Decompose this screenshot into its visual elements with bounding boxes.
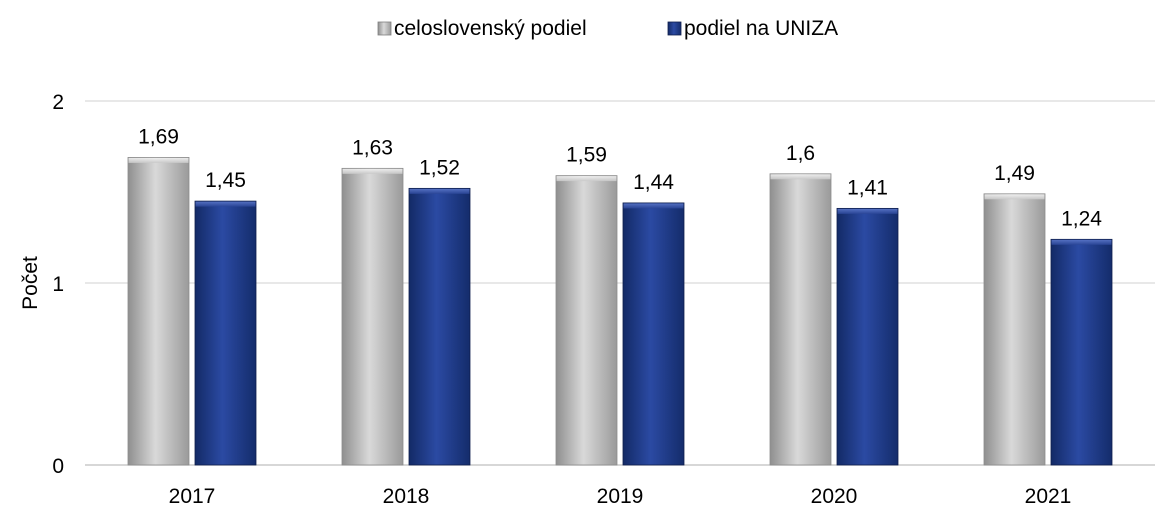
bar-bevel bbox=[623, 203, 684, 209]
bar-uniza-2019 bbox=[622, 202, 685, 466]
bar-bevel bbox=[128, 157, 189, 163]
bar-uniza-2017 bbox=[194, 200, 257, 466]
data-label: 1,6 bbox=[786, 142, 815, 165]
y-axis-title: Počet bbox=[19, 256, 42, 310]
bars-group bbox=[127, 157, 1113, 466]
x-tick-label: 2017 bbox=[169, 485, 216, 506]
x-axis: 2017 2018 2019 2020 2021 bbox=[169, 485, 1072, 508]
bar-bevel bbox=[342, 168, 403, 174]
bar-body bbox=[408, 187, 471, 466]
data-label: 1,63 bbox=[352, 136, 393, 159]
data-label: 1,52 bbox=[419, 156, 460, 179]
bar-body bbox=[1050, 238, 1113, 466]
data-label: 1,59 bbox=[566, 144, 607, 167]
data-label: 1,69 bbox=[138, 125, 179, 148]
legend-swatch-celoslovensky bbox=[377, 21, 392, 36]
legend-label-celoslovensky: celoslovenský podiel bbox=[394, 17, 587, 40]
data-labels: 1,69 1,45 1,63 1,52 1,59 1,44 1,6 1,41 1,49 1,24 bbox=[138, 125, 1102, 230]
bar-body bbox=[127, 157, 190, 466]
bar-bevel bbox=[1051, 239, 1112, 245]
bar-bevel bbox=[409, 188, 470, 194]
bar-body bbox=[341, 167, 404, 466]
legend: celoslovenský podiel podiel na UNIZA bbox=[377, 17, 838, 40]
data-label: 1,49 bbox=[994, 162, 1035, 185]
x-tick-label: 2021 bbox=[1025, 485, 1072, 506]
bar-bevel bbox=[770, 174, 831, 180]
bar-bevel bbox=[556, 176, 617, 182]
bar-body bbox=[836, 207, 899, 466]
bar-body bbox=[622, 202, 685, 466]
y-tick-label: 0 bbox=[52, 455, 64, 478]
data-label: 1,45 bbox=[205, 169, 246, 192]
bar-bevel bbox=[837, 208, 898, 214]
data-label: 1,44 bbox=[633, 171, 674, 194]
bar-uniza-2020 bbox=[836, 207, 899, 466]
data-label: 1,24 bbox=[1061, 207, 1102, 230]
bar-celoslovensky-2018 bbox=[341, 167, 404, 466]
bar-uniza-2021 bbox=[1050, 238, 1113, 466]
bar-body bbox=[769, 173, 832, 466]
bar-celoslovensky-2021 bbox=[983, 193, 1046, 466]
legend-swatch-uniza bbox=[667, 21, 682, 36]
bar-celoslovensky-2020 bbox=[769, 173, 832, 466]
bar-body bbox=[983, 193, 1046, 466]
bar-body bbox=[555, 175, 618, 466]
x-tick-label: 2019 bbox=[597, 485, 644, 506]
bar-bevel bbox=[195, 201, 256, 207]
y-axis: 0 1 2 bbox=[52, 91, 64, 478]
bar-bevel bbox=[984, 194, 1045, 200]
x-tick-label: 2018 bbox=[383, 485, 430, 506]
bar-celoslovensky-2017 bbox=[127, 157, 190, 466]
legend-label-uniza: podiel na UNIZA bbox=[684, 17, 838, 40]
x-tick-label: 2020 bbox=[811, 485, 858, 506]
bar-uniza-2018 bbox=[408, 187, 471, 466]
data-label: 1,41 bbox=[847, 176, 888, 199]
bar-body bbox=[194, 200, 257, 466]
y-tick-label: 2 bbox=[52, 91, 64, 114]
gridlines bbox=[85, 100, 1155, 466]
y-tick-label: 1 bbox=[52, 273, 64, 296]
bar-celoslovensky-2019 bbox=[555, 175, 618, 466]
